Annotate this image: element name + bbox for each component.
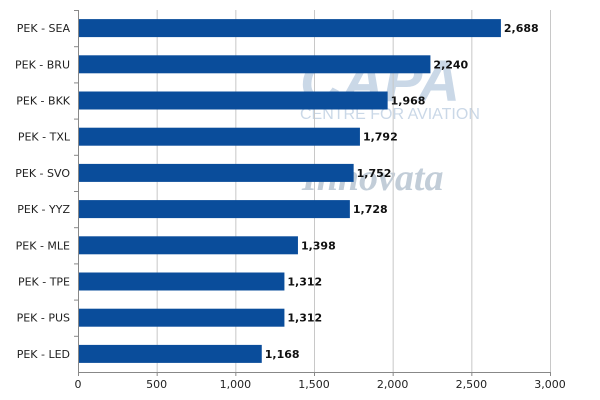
bar-pek-svo: [79, 163, 354, 182]
x-tick-label-1500: 1,500: [298, 378, 330, 391]
bar-pek-mle: [79, 236, 298, 255]
bar-pek-bkk: [79, 91, 388, 110]
axis-layer: 0 500 1,000 1,500 2,000 2,500 3,000: [74, 10, 566, 391]
x-tick-label-2000: 2,000: [377, 378, 409, 391]
bar-pek-pus: [79, 308, 285, 327]
value-label-pek-txl: 1,792: [363, 131, 398, 144]
value-label-pek-yyz: 1,728: [353, 203, 388, 216]
bar-pek-yyz: [79, 200, 350, 219]
value-label-pek-mle: 1,398: [301, 239, 336, 252]
value-label-pek-led: 1,168: [265, 348, 300, 361]
bar-pek-led: [79, 344, 262, 363]
category-label-pek-led: PEK - LED: [17, 348, 70, 361]
x-tick-label-0: 0: [75, 378, 82, 391]
x-tick-label-500: 500: [146, 378, 167, 391]
value-label-pek-bru: 2,240: [433, 58, 468, 71]
category-label-pek-txl: PEK - TXL: [18, 131, 71, 144]
category-label-pek-bkk: PEK - BKK: [16, 95, 71, 108]
watermark-centre-for-aviation: CENTRE FOR AVIATION: [300, 106, 480, 123]
bar-pek-sea: [79, 19, 501, 38]
x-tick-label-1000: 1,000: [220, 378, 252, 391]
category-label-pek-sea: PEK - SEA: [17, 22, 71, 35]
label-layer: PEK - SEA 2,688 PEK - BRU 2,240 PEK - BKK 1,9…: [15, 22, 539, 361]
value-label-pek-sea: 2,688: [504, 22, 539, 35]
value-label-pek-tpe: 1,312: [287, 276, 322, 289]
value-label-pek-pus: 1,312: [287, 312, 322, 325]
category-label-pek-svo: PEK - SVO: [15, 167, 70, 180]
value-label-pek-bkk: 1,968: [391, 95, 426, 108]
category-label-pek-bru: PEK - BRU: [15, 58, 70, 71]
category-label-pek-mle: PEK - MLE: [16, 239, 70, 252]
x-tick-label-2500: 2,500: [456, 378, 488, 391]
bar-pek-bru: [79, 55, 431, 74]
category-label-pek-yyz: PEK - YYZ: [17, 203, 70, 216]
bar-layer: [79, 19, 501, 363]
value-label-pek-svo: 1,752: [357, 167, 392, 180]
category-label-pek-pus: PEK - PUS: [17, 312, 70, 325]
category-label-pek-tpe: PEK - TPE: [18, 276, 70, 289]
bar-pek-tpe: [79, 272, 285, 291]
bar-pek-txl: [79, 127, 360, 146]
x-tick-label-3000: 3,000: [534, 378, 566, 391]
